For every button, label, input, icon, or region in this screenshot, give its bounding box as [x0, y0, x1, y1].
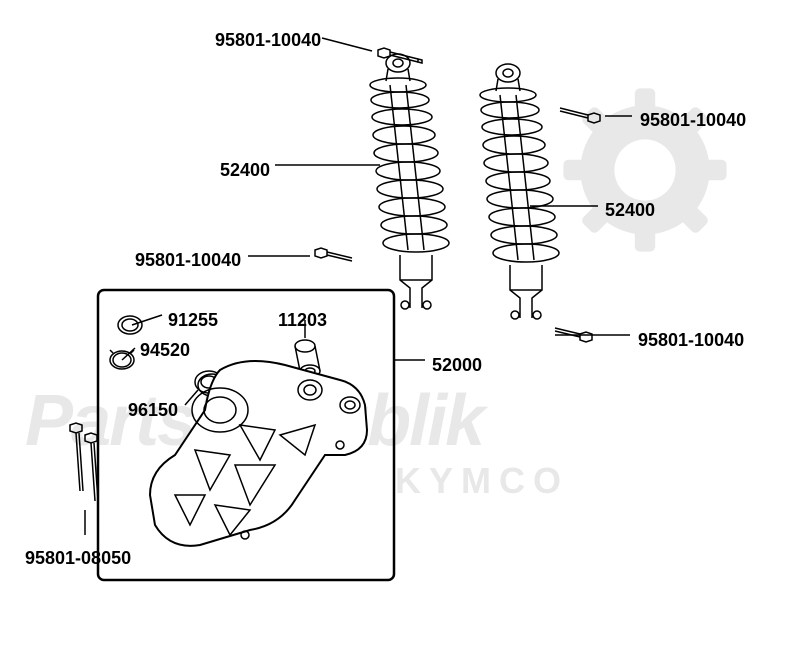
- label-95801-10040-a: 95801-10040: [215, 30, 321, 51]
- label-95801-10040-b: 95801-10040: [640, 110, 746, 131]
- parts-diagram: PartsRepublik KYMCO: [0, 0, 800, 648]
- label-52400-b: 52400: [605, 200, 655, 221]
- label-52400-a: 52400: [220, 160, 270, 181]
- label-95801-10040-c: 95801-10040: [135, 250, 241, 271]
- label-95801-10040-d: 95801-10040: [638, 330, 744, 351]
- label-11203: 11203: [278, 310, 327, 331]
- label-95801-08050: 95801-08050: [25, 548, 131, 569]
- label-91255: 91255: [168, 310, 218, 331]
- labels-layer: 95801-10040 95801-10040 52400 52400 9580…: [0, 0, 800, 648]
- label-94520: 94520: [140, 340, 190, 361]
- label-52000: 52000: [432, 355, 482, 376]
- label-96150: 96150: [128, 400, 178, 421]
